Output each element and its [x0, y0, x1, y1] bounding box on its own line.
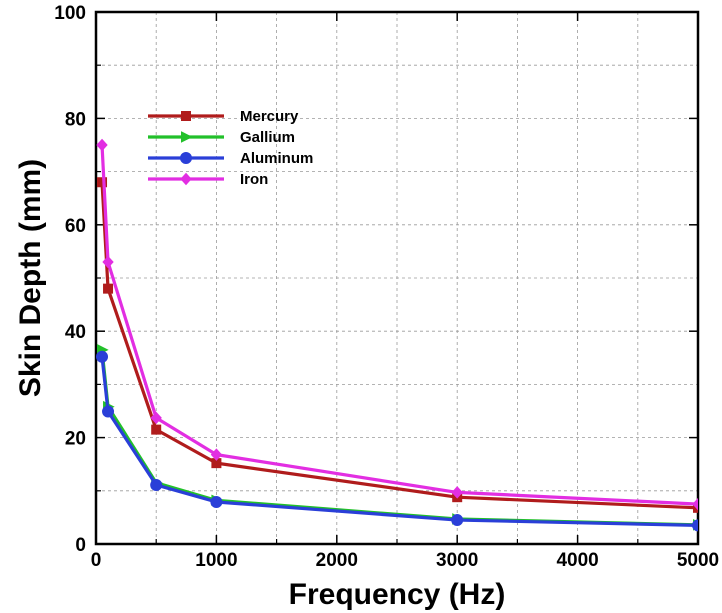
data-point-aluminum [451, 514, 464, 527]
series-layer [96, 138, 698, 532]
legend: Mercury Gallium Aluminum Iron [148, 108, 313, 188]
y-tick-label: 20 [65, 429, 86, 450]
legend-item-gallium: Gallium [148, 129, 295, 146]
legend-label-iron: Iron [240, 171, 268, 188]
grid-lines [96, 12, 698, 544]
legend-marker-gallium [181, 131, 193, 143]
series-line-mercury [100, 182, 698, 510]
x-tick-label: 0 [91, 550, 102, 571]
data-point-iron [96, 138, 108, 152]
data-point-aluminum [102, 405, 115, 418]
series-iron [96, 138, 698, 511]
data-point-aluminum [96, 350, 109, 363]
legend-item-aluminum: Aluminum [148, 150, 313, 167]
legend-marker-aluminum [180, 152, 192, 164]
legend-label-aluminum: Aluminum [240, 150, 313, 167]
data-point-iron [210, 448, 223, 461]
data-point-iron [692, 497, 698, 511]
x-tick-label: 5000 [677, 550, 719, 571]
tick-labels: 0 1000 2000 3000 4000 5000 0 20 40 60 80 100 [54, 3, 719, 571]
legend-label-gallium: Gallium [240, 129, 295, 146]
series-aluminum [96, 350, 698, 532]
legend-item-iron: Iron [148, 171, 268, 188]
y-tick-label: 80 [65, 109, 86, 130]
x-tick-label: 3000 [436, 550, 478, 571]
y-tick-label: 40 [65, 322, 86, 343]
data-point-iron [102, 255, 114, 269]
data-point-iron [150, 411, 162, 425]
legend-label-mercury: Mercury [240, 108, 299, 125]
data-point-aluminum [692, 519, 698, 532]
x-tick-label: 1000 [195, 550, 237, 571]
x-axis-title: Frequency (Hz) [289, 578, 506, 611]
legend-item-mercury: Mercury [148, 108, 299, 125]
series-mercury [97, 177, 698, 513]
legend-marker-iron [180, 172, 192, 186]
legend-marker-mercury [181, 111, 191, 121]
data-point-aluminum [150, 478, 163, 491]
data-point-iron [451, 486, 463, 499]
axis-ticks [95, 11, 699, 545]
data-point-mercury [151, 424, 162, 435]
x-tick-label: 2000 [316, 550, 358, 571]
y-axis-title: Skin Depth (mm) [14, 159, 47, 397]
y-tick-label: 100 [54, 3, 86, 24]
data-point-mercury [103, 283, 114, 294]
series-line-iron [100, 144, 698, 506]
y-tick-label: 0 [75, 535, 86, 556]
x-tick-label: 4000 [556, 550, 598, 571]
series-line-aluminum [100, 356, 698, 527]
y-tick-label: 60 [65, 216, 86, 237]
data-point-mercury [97, 177, 108, 188]
data-point-aluminum [210, 495, 223, 508]
